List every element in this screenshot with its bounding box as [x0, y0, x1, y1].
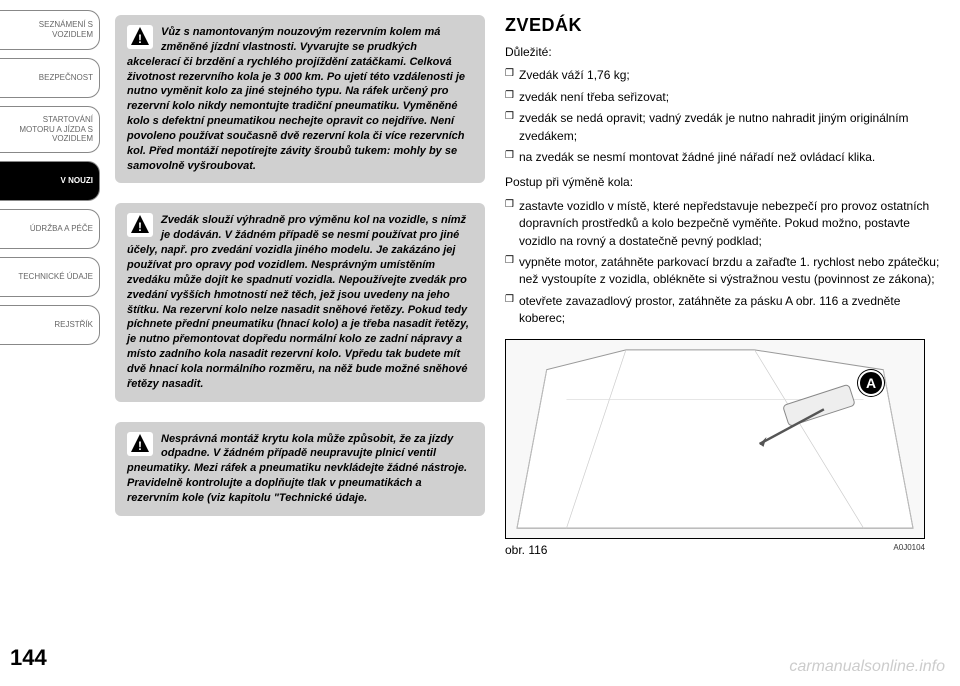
main-content: Vůz s namontovaným nouzovým rezervním ko… — [115, 15, 945, 557]
warning-text: Nesprávná montáž krytu kola může způsobi… — [127, 433, 467, 504]
warning-box-2: Zvedák slouží výhradně pro výměnu kol na… — [115, 203, 485, 401]
trunk-diagram — [506, 340, 924, 538]
sidebar-item-technical[interactable]: TECHNICKÉ ÚDAJE — [0, 257, 100, 297]
left-column: Vůz s namontovaným nouzovým rezervním ko… — [115, 15, 485, 557]
warning-triangle-icon — [127, 25, 153, 49]
figure-caption: obr. 116 A0J0104 — [505, 543, 925, 557]
intro-text: Důležité: — [505, 44, 945, 61]
warning-triangle-icon — [127, 213, 153, 237]
sidebar-item-label: ÚDRŽBA A PÉČE — [30, 224, 93, 234]
bullet-list-1: Zvedák váží 1,76 kg; zvedák není třeba s… — [505, 67, 945, 166]
sidebar-item-index[interactable]: REJSTŘÍK — [0, 305, 100, 345]
list-item: zvedák se nedá opravit; vadný zvedák je … — [505, 110, 945, 145]
sidebar-item-label: SEZNÁMENÍ S VOZIDLEM — [6, 20, 93, 39]
warning-box-1: Vůz s namontovaným nouzovým rezervním ko… — [115, 15, 485, 183]
list-item: vypněte motor, zatáhněte parkovací brzdu… — [505, 254, 945, 289]
list-item: otevřete zavazadlový prostor, zatáhněte … — [505, 293, 945, 328]
sidebar-item-starting[interactable]: STARTOVÁNÍ MOTORU A JÍZDA S VOZIDLEM — [0, 106, 100, 153]
sidebar-item-label: REJSTŘÍK — [54, 320, 93, 330]
warning-triangle-icon — [127, 432, 153, 456]
sidebar-item-label: BEZPEČNOST — [39, 73, 93, 83]
sidebar-item-emergency[interactable]: V NOUZI — [0, 161, 100, 201]
sidebar-item-label: TECHNICKÉ ÚDAJE — [18, 272, 93, 282]
sidebar-item-intro[interactable]: SEZNÁMENÍ S VOZIDLEM — [0, 10, 100, 50]
list-item: na zvedák se nesmí montovat žádné jiné n… — [505, 149, 945, 166]
procedure-text: Postup při výměně kola: — [505, 174, 945, 191]
right-column: ZVEDÁK Důležité: Zvedák váží 1,76 kg; zv… — [505, 15, 945, 557]
warning-text: Zvedák slouží výhradně pro výměnu kol na… — [127, 214, 469, 389]
section-title: ZVEDÁK — [505, 15, 945, 36]
watermark: carmanualsonline.info — [789, 658, 945, 676]
list-item: zastavte vozidlo v místě, které nepředst… — [505, 198, 945, 250]
list-item: Zvedák váží 1,76 kg; — [505, 67, 945, 84]
sidebar-item-maintenance[interactable]: ÚDRŽBA A PÉČE — [0, 209, 100, 249]
list-item: zvedák není třeba seřizovat; — [505, 89, 945, 106]
sidebar-nav: SEZNÁMENÍ S VOZIDLEM BEZPEČNOST STARTOVÁ… — [0, 10, 100, 345]
figure-code: A0J0104 — [893, 543, 925, 557]
page-number: 144 — [10, 645, 47, 671]
bullet-list-2: zastavte vozidlo v místě, které nepředst… — [505, 198, 945, 328]
figure-label: obr. 116 — [505, 543, 547, 557]
sidebar-item-safety[interactable]: BEZPEČNOST — [0, 58, 100, 98]
warning-box-3: Nesprávná montáž krytu kola může způsobi… — [115, 422, 485, 516]
sidebar-item-label: STARTOVÁNÍ MOTORU A JÍZDA S VOZIDLEM — [6, 115, 93, 144]
warning-text: Vůz s namontovaným nouzovým rezervním ko… — [127, 26, 465, 172]
figure-116: A — [505, 339, 925, 539]
sidebar-item-label: V NOUZI — [61, 176, 93, 186]
